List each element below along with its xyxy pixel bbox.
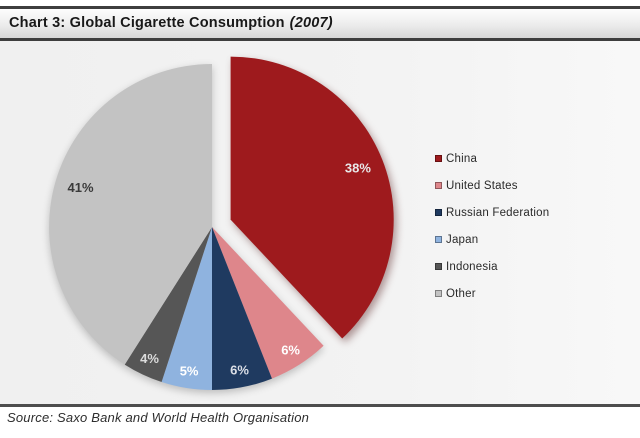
chart-title-year: (2007) (289, 15, 333, 31)
pie-value-label-china: 38% (345, 161, 371, 176)
chart-title: Chart 3: Global Cigarette Consumption (20… (9, 15, 333, 31)
pie-slice-united-states (212, 227, 324, 379)
legend-swatch-china (435, 155, 442, 162)
legend-label: China (446, 152, 478, 165)
chart-title-bar: Chart 3: Global Cigarette Consumption (20… (0, 6, 640, 41)
chart-legend: China United States Russian Federation J… (435, 150, 549, 312)
pie-chart: 38% 6% 6% 5% 4% 41% (49, 56, 394, 391)
pie-slice-japan (161, 227, 212, 390)
pie-slice-china (230, 56, 394, 339)
source-divider (0, 404, 640, 407)
legend-label: Russian Federation (446, 206, 550, 219)
legend-swatch-japan (435, 236, 442, 243)
legend-swatch-russian-federation (435, 209, 442, 216)
legend-swatch-other (435, 290, 442, 297)
legend-swatch-united-states (435, 182, 442, 189)
legend-item-indonesia: Indonesia (435, 258, 549, 275)
pie-value-label-russian-federation: 6% (230, 363, 249, 378)
legend-swatch-indonesia (435, 263, 442, 270)
pie-chart-area: 38% 6% 6% 5% 4% 41% China United States Russi… (0, 41, 640, 404)
pie-value-label-united-states: 6% (281, 342, 300, 357)
legend-label: Other (446, 287, 476, 300)
legend-label: Japan (446, 233, 479, 246)
source-note: Source: Saxo Bank and World Health Organ… (7, 410, 310, 425)
pie-slice-other (49, 64, 213, 365)
pie-value-label-other: 41% (67, 180, 93, 195)
legend-item-japan: Japan (435, 231, 549, 248)
legend-item-china: China (435, 150, 549, 167)
legend-label: Indonesia (446, 260, 498, 273)
legend-label: United States (446, 179, 518, 192)
pie-value-label-indonesia: 4% (140, 351, 159, 366)
pie-value-label-japan: 5% (180, 363, 199, 378)
pie-slice-indonesia (124, 227, 212, 382)
chart-title-text: Chart 3: Global Cigarette Consumption (9, 15, 285, 31)
legend-item-united-states: United States (435, 177, 549, 194)
pie-slice-russian-federation (212, 227, 272, 391)
legend-item-other: Other (435, 285, 549, 302)
legend-item-russian-federation: Russian Federation (435, 204, 549, 221)
